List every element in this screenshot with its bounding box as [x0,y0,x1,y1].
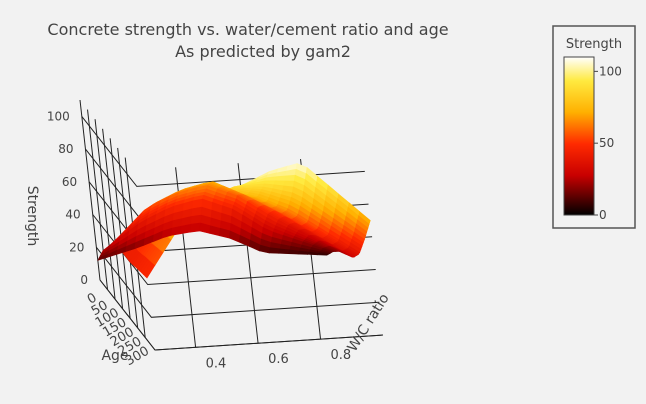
colorbar-tick-label: 100 [599,64,622,78]
chart-title: Concrete strength vs. water/cement ratio… [47,20,448,39]
z-tick-label: 60 [62,175,77,189]
z-gridline [92,214,376,286]
colorbar: Strength 0 50 100 [552,25,636,229]
z-axis-title: Strength [24,186,40,247]
x-gridline [109,138,131,319]
z-tick-label: 100 [47,109,70,123]
z-gridline [81,116,365,187]
surface [97,163,371,279]
z-tick-label: 0 [80,273,88,287]
colorbar-gradient [563,56,595,216]
surface-patch [284,174,296,182]
surface-patch [288,249,300,255]
colorbar-tick-label: 0 [599,208,607,222]
surface-patch [274,175,286,182]
x-axis-title: Age [101,348,128,364]
x-tick-label: 50 [89,298,111,319]
surface-patch [190,222,201,233]
floor-edge [154,334,384,351]
surface-patch [278,248,290,255]
colorbar-title: Strength [566,37,622,52]
surface-patch [316,252,330,256]
surface-patch [268,247,281,254]
y-tick-label: 0.8 [331,348,352,363]
z-tick-label: 20 [69,240,84,254]
chart-subtitle: As predicted by gam2 [175,42,351,61]
x-gridline [87,109,109,290]
z-gridline [96,246,380,318]
y-axis-title: W/C ratio [345,291,393,355]
z-tick-label: 80 [58,142,73,156]
z-tick-label: 40 [65,208,80,222]
floor-edge [99,279,156,351]
x-gridline [94,119,116,300]
colorbar-ticks: 0 50 100 [594,64,622,222]
y-tick-label: 0.6 [268,352,289,367]
x-gridline [79,99,101,281]
x-gridline [102,128,124,309]
y-tick-label: 0.4 [206,356,227,371]
colorbar-tick-label: 50 [599,136,614,150]
